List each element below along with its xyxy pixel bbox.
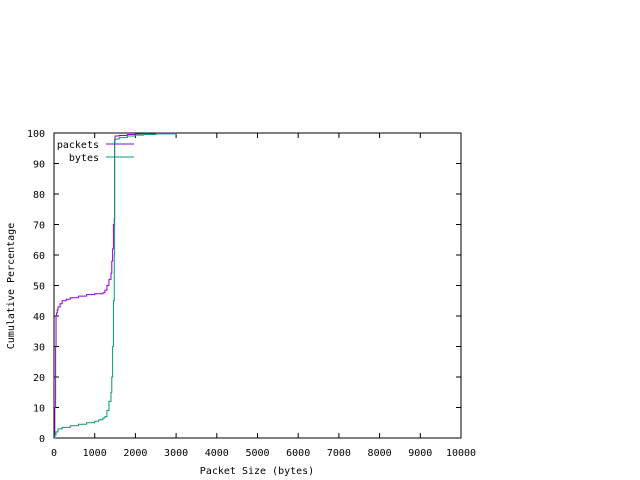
y-tick-label: 60 <box>33 251 45 262</box>
y-tick-label: 10 <box>33 404 45 415</box>
x-tick-label: 5000 <box>245 448 269 459</box>
x-tick-label: 4000 <box>205 448 229 459</box>
y-tick-label: 50 <box>33 282 45 293</box>
x-tick-label: 0 <box>51 448 57 459</box>
x-tick-label: 2000 <box>123 448 147 459</box>
x-tick-label: 10000 <box>446 448 476 459</box>
y-tick-label: 40 <box>33 312 45 323</box>
y-tick-label: 0 <box>39 434 45 445</box>
y-tick-label: 90 <box>33 160 45 171</box>
series-line-packets <box>54 132 177 439</box>
x-tick-label: 3000 <box>164 448 188 459</box>
legend: packets bytes <box>57 140 134 164</box>
y-tick-label: 20 <box>33 373 45 384</box>
series-line-bytes <box>54 133 177 439</box>
x-axis-label: Packet Size (bytes) <box>200 466 314 477</box>
x-axis-ticks: 0 1000 2000 3000 4000 5000 6000 7000 8000 9000 100… <box>51 133 476 459</box>
x-tick-label: 7000 <box>327 448 351 459</box>
legend-label: bytes <box>69 153 99 164</box>
x-tick-label: 8000 <box>368 448 392 459</box>
y-axis-ticks: 0 10 20 30 40 50 60 70 80 90 100 <box>27 129 461 445</box>
y-tick-label: 30 <box>33 343 45 354</box>
x-tick-label: 6000 <box>286 448 310 459</box>
legend-label: packets <box>57 140 99 151</box>
y-axis-label: Cumulative Percentage <box>6 223 17 349</box>
series-lines <box>54 132 177 439</box>
y-tick-label: 70 <box>33 221 45 232</box>
y-tick-label: 100 <box>27 129 45 140</box>
x-tick-label: 9000 <box>408 448 432 459</box>
x-tick-label: 1000 <box>83 448 107 459</box>
y-tick-label: 80 <box>33 190 45 201</box>
